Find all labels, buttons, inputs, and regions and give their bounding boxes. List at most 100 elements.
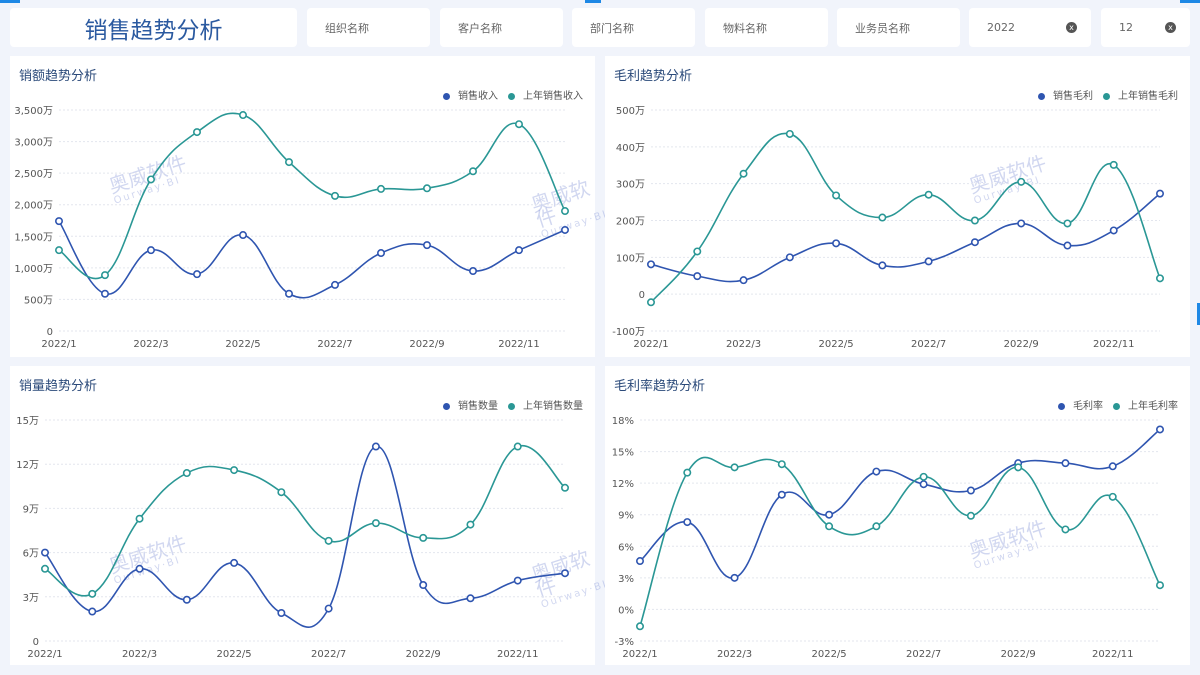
data-point[interactable] — [832, 191, 841, 200]
data-point[interactable] — [560, 225, 569, 234]
data-point[interactable] — [277, 609, 286, 618]
data-point[interactable] — [419, 533, 428, 542]
data-point[interactable] — [560, 569, 569, 578]
legend-item[interactable]: 销售毛利 — [1038, 87, 1093, 102]
data-point[interactable] — [970, 238, 979, 247]
data-point[interactable] — [277, 488, 286, 497]
data-point[interactable] — [646, 298, 655, 307]
data-point[interactable] — [872, 522, 881, 531]
data-point[interactable] — [330, 191, 339, 200]
data-point[interactable] — [1014, 463, 1023, 472]
data-point[interactable] — [730, 463, 739, 472]
data-point[interactable] — [1155, 274, 1164, 283]
data-point[interactable] — [1017, 219, 1026, 228]
data-point[interactable] — [135, 564, 144, 573]
data-point[interactable] — [739, 276, 748, 285]
data-point[interactable] — [230, 466, 239, 475]
material-filter[interactable]: 物料名称 — [705, 8, 828, 47]
data-point[interactable] — [730, 573, 739, 582]
data-point[interactable] — [924, 257, 933, 266]
data-point[interactable] — [1155, 189, 1164, 198]
data-point[interactable] — [1061, 525, 1070, 534]
data-point[interactable] — [1109, 226, 1118, 235]
department-filter[interactable]: 部门名称 — [572, 8, 695, 47]
data-point[interactable] — [468, 167, 477, 176]
data-point[interactable] — [147, 246, 156, 255]
data-point[interactable] — [376, 249, 385, 258]
data-point[interactable] — [825, 510, 834, 519]
data-point[interactable] — [832, 239, 841, 248]
data-point[interactable] — [230, 558, 239, 567]
data-point[interactable] — [182, 469, 191, 478]
data-point[interactable] — [785, 129, 794, 138]
org-filter[interactable]: 组织名称 — [307, 8, 430, 47]
year-filter[interactable]: 2022 x — [969, 8, 1091, 47]
data-point[interactable] — [422, 184, 431, 193]
data-point[interactable] — [560, 483, 569, 492]
data-point[interactable] — [560, 207, 569, 216]
data-point[interactable] — [872, 467, 881, 476]
data-point[interactable] — [693, 247, 702, 256]
data-point[interactable] — [54, 217, 63, 226]
data-point[interactable] — [284, 158, 293, 167]
data-point[interactable] — [1063, 219, 1072, 228]
data-point[interactable] — [966, 511, 975, 520]
data-point[interactable] — [101, 271, 110, 280]
customer-filter[interactable]: 客户名称 — [440, 8, 563, 47]
legend-item[interactable]: 上年销售毛利 — [1103, 87, 1178, 102]
legend-item[interactable]: 毛利率 — [1058, 397, 1103, 412]
data-point[interactable] — [635, 622, 644, 631]
data-point[interactable] — [1155, 581, 1164, 590]
data-point[interactable] — [1017, 177, 1026, 186]
data-point[interactable] — [330, 280, 339, 289]
data-point[interactable] — [54, 246, 63, 255]
data-point[interactable] — [376, 184, 385, 193]
data-point[interactable] — [193, 128, 202, 137]
data-point[interactable] — [785, 253, 794, 262]
data-point[interactable] — [513, 576, 522, 585]
data-point[interactable] — [1063, 241, 1072, 250]
data-point[interactable] — [1109, 160, 1118, 169]
data-point[interactable] — [182, 595, 191, 604]
data-point[interactable] — [739, 169, 748, 178]
clear-year-icon[interactable]: x — [1066, 22, 1077, 33]
data-point[interactable] — [193, 270, 202, 279]
data-point[interactable] — [919, 480, 928, 489]
data-point[interactable] — [284, 289, 293, 298]
data-point[interactable] — [466, 594, 475, 603]
data-point[interactable] — [514, 246, 523, 255]
data-point[interactable] — [239, 231, 248, 240]
data-point[interactable] — [371, 442, 380, 451]
legend-item[interactable]: 销售收入 — [443, 87, 498, 102]
data-point[interactable] — [919, 472, 928, 481]
data-point[interactable] — [693, 272, 702, 281]
data-point[interactable] — [924, 190, 933, 199]
salesperson-filter[interactable]: 业务员名称 — [837, 8, 960, 47]
data-point[interactable] — [970, 216, 979, 225]
data-point[interactable] — [40, 548, 49, 557]
data-point[interactable] — [878, 261, 887, 270]
data-point[interactable] — [1108, 462, 1117, 471]
data-point[interactable] — [683, 518, 692, 527]
data-point[interactable] — [40, 564, 49, 573]
data-point[interactable] — [468, 267, 477, 276]
legend-item[interactable]: 上年销售收入 — [508, 87, 583, 102]
data-point[interactable] — [147, 175, 156, 184]
data-point[interactable] — [422, 241, 431, 250]
data-point[interactable] — [646, 260, 655, 269]
data-point[interactable] — [777, 490, 786, 499]
month-filter[interactable]: 12 x — [1101, 8, 1190, 47]
data-point[interactable] — [419, 581, 428, 590]
data-point[interactable] — [239, 111, 248, 120]
data-point[interactable] — [1061, 459, 1070, 468]
data-point[interactable] — [88, 589, 97, 598]
data-point[interactable] — [966, 486, 975, 495]
data-point[interactable] — [135, 514, 144, 523]
data-point[interactable] — [878, 213, 887, 222]
side-scroll-tab[interactable] — [1197, 303, 1200, 325]
data-point[interactable] — [514, 120, 523, 129]
data-point[interactable] — [88, 607, 97, 616]
data-point[interactable] — [1108, 492, 1117, 501]
data-point[interactable] — [1155, 425, 1164, 434]
data-point[interactable] — [777, 460, 786, 469]
